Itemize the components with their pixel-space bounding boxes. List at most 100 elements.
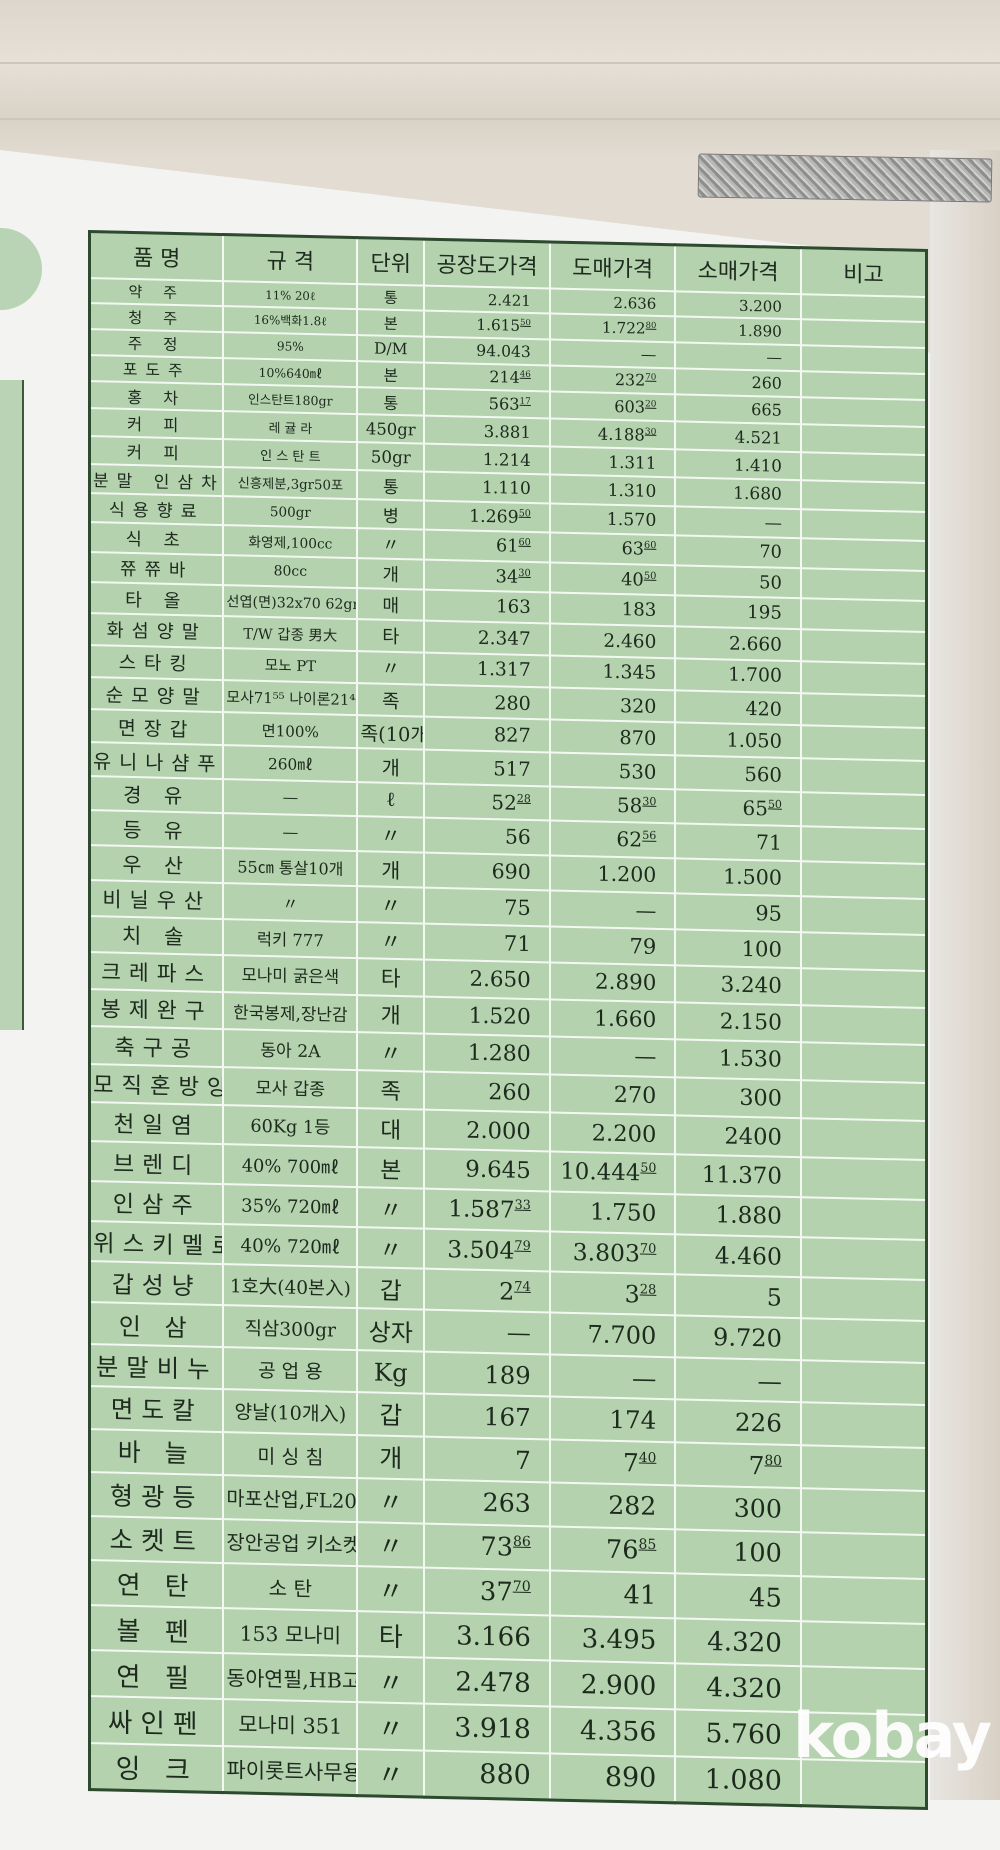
note-cell bbox=[800, 1621, 927, 1670]
item-spec: 인스탄트180gr bbox=[223, 384, 358, 415]
item-spec: 장안공업 키소켓 6A 300V bbox=[223, 1518, 358, 1567]
wholesale-price: — bbox=[549, 890, 676, 929]
factory-price: 3.881 bbox=[424, 415, 550, 447]
price-main: 37 bbox=[479, 1576, 513, 1608]
factory-price: 21446 bbox=[424, 362, 550, 392]
item-name: 모직혼방양말 bbox=[89, 1063, 224, 1106]
wholesale-price: 183 bbox=[549, 592, 676, 627]
wholesale-price: 1.750 bbox=[549, 1191, 676, 1234]
retail-price: 100 bbox=[675, 928, 801, 968]
item-unit: 본 bbox=[357, 309, 425, 337]
note-cell bbox=[800, 1236, 927, 1281]
retail-price: — bbox=[675, 506, 801, 539]
price-main: 2 bbox=[499, 1277, 515, 1306]
retail-price: 4.460 bbox=[675, 1233, 801, 1278]
retail-price: 11.370 bbox=[675, 1154, 801, 1197]
item-unit: 〃 bbox=[357, 921, 425, 960]
item-spec: 면100% bbox=[223, 712, 358, 749]
wholesale-price: 7.700 bbox=[549, 1312, 676, 1358]
price-main: 62 bbox=[616, 827, 643, 852]
retail-price: 420 bbox=[675, 690, 801, 726]
item-spec: 80cc bbox=[223, 555, 358, 589]
item-unit: 〃 bbox=[357, 650, 425, 685]
item-spec: 소 탄 bbox=[223, 1563, 358, 1612]
note-cell bbox=[800, 1488, 927, 1535]
price-main: 40 bbox=[621, 568, 644, 591]
item-name: 소켓트 bbox=[89, 1515, 224, 1564]
item-name: 바 늘 bbox=[89, 1428, 224, 1476]
board-edge bbox=[930, 150, 1000, 1800]
item-unit: 타 bbox=[357, 1611, 425, 1658]
column-header: 소매가격 bbox=[675, 244, 801, 295]
item-unit: 〃 bbox=[357, 1521, 425, 1568]
item-name: 연 필 bbox=[89, 1650, 224, 1700]
factory-price: 6160 bbox=[424, 529, 550, 563]
item-unit: 통 bbox=[357, 284, 425, 311]
note-cell bbox=[800, 725, 927, 762]
item-spec: 파이롯트사무용 bbox=[223, 1745, 358, 1796]
note-cell bbox=[800, 1444, 927, 1492]
price-fraction: 28 bbox=[516, 791, 531, 806]
retail-price: 1.530 bbox=[675, 1039, 801, 1080]
item-unit: 대 bbox=[357, 1108, 425, 1149]
retail-price: 71 bbox=[675, 823, 801, 861]
item-name: 등 유 bbox=[89, 810, 224, 848]
retail-price: 45 bbox=[675, 1573, 801, 1622]
note-cell bbox=[800, 660, 927, 696]
wholesale-price: 320 bbox=[549, 687, 676, 723]
retail-price: 100 bbox=[675, 1529, 801, 1577]
item-name: 식용향료 bbox=[89, 493, 224, 526]
column-header: 공장도가격 bbox=[424, 239, 550, 289]
wholesale-price: 890 bbox=[549, 1753, 676, 1804]
price-fraction: 86 bbox=[512, 1533, 531, 1551]
retail-price: 4.320 bbox=[675, 1618, 801, 1667]
wholesale-price: 6256 bbox=[549, 820, 676, 858]
factory-price: 2.000 bbox=[424, 1109, 550, 1152]
factory-price: 94.043 bbox=[424, 336, 550, 366]
retail-price: 1.880 bbox=[675, 1193, 801, 1237]
factory-price: 56 bbox=[424, 817, 550, 856]
item-name: 포도주 bbox=[89, 354, 224, 385]
item-name: 면도칼 bbox=[89, 1386, 224, 1432]
price-fraction: 50 bbox=[520, 316, 531, 327]
price-main: 10.444 bbox=[560, 1159, 641, 1187]
item-name: 분말 인삼차 bbox=[89, 464, 224, 497]
item-unit: 매 bbox=[357, 588, 425, 621]
factory-price: 163 bbox=[424, 590, 550, 624]
retail-price: 3.200 bbox=[675, 291, 801, 320]
price-fraction: 17 bbox=[519, 396, 531, 408]
wholesale-price: 2.890 bbox=[549, 962, 676, 1002]
wholesale-price: 740 bbox=[549, 1439, 676, 1486]
price-fraction: 79 bbox=[514, 1238, 531, 1254]
item-name: 커 피 bbox=[89, 408, 224, 440]
item-name: 브렌디 bbox=[89, 1141, 224, 1184]
item-spec: 95% bbox=[223, 331, 358, 361]
wholesale-price: 282 bbox=[549, 1482, 676, 1530]
item-name: 쮸쮸바 bbox=[89, 552, 224, 586]
price-fraction: 80 bbox=[645, 319, 657, 330]
factory-price: 1.58733 bbox=[424, 1188, 550, 1232]
price-main: 563 bbox=[488, 394, 520, 415]
price-fraction: 28 bbox=[639, 1282, 657, 1298]
item-name: 천일염 bbox=[89, 1102, 224, 1145]
price-main: 61 bbox=[496, 536, 519, 557]
retail-price: 2.660 bbox=[675, 626, 801, 661]
item-spec: T/W 갑종 男大 bbox=[223, 616, 358, 651]
retail-price: 6550 bbox=[675, 789, 801, 827]
price-fraction: 70 bbox=[639, 1241, 657, 1257]
factory-price: 75 bbox=[424, 887, 550, 927]
item-name: 화섬양말 bbox=[89, 613, 224, 648]
item-spec: 마포산업,FL20DK bbox=[223, 1475, 358, 1522]
price-main: 58 bbox=[616, 792, 643, 818]
item-unit: 병 bbox=[357, 499, 425, 530]
item-unit: 개 bbox=[357, 850, 425, 888]
factory-price: 274 bbox=[424, 1268, 550, 1313]
price-fraction: 70 bbox=[512, 1578, 531, 1595]
item-name: 홍 차 bbox=[89, 381, 224, 412]
wholesale-price: — bbox=[549, 339, 676, 368]
retail-price: 1.500 bbox=[675, 857, 801, 897]
note-cell bbox=[800, 826, 927, 864]
item-spec: 153 모나미 bbox=[223, 1608, 358, 1657]
note-cell bbox=[800, 1157, 927, 1200]
factory-price: 7386 bbox=[424, 1523, 550, 1571]
